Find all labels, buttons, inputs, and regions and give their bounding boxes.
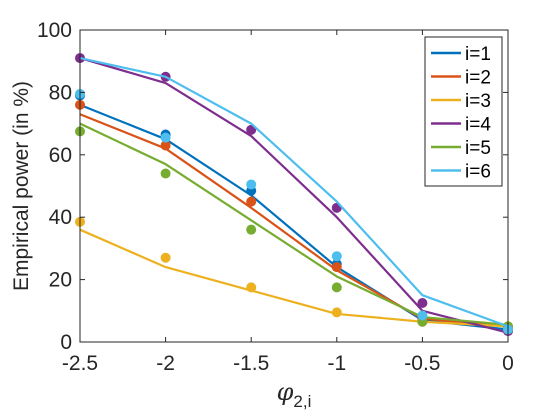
plot-series <box>75 53 513 337</box>
legend-item: i=5 <box>431 138 491 159</box>
data-point <box>331 251 342 262</box>
data-point <box>160 252 171 263</box>
x-tick-label: 0 <box>502 352 514 375</box>
x-axis-label: φ2,i <box>277 378 312 411</box>
data-point <box>331 307 342 318</box>
y-tick-label: 40 <box>49 206 72 229</box>
legend-label: i=6 <box>465 162 491 183</box>
x-tick-label: -2 <box>156 352 175 375</box>
data-point <box>160 132 171 143</box>
y-tick-label: 60 <box>49 144 72 167</box>
data-point <box>417 298 428 308</box>
data-point <box>331 262 342 273</box>
data-point <box>246 179 257 190</box>
data-point <box>160 168 171 179</box>
series-4 <box>75 53 513 337</box>
legend-label: i=3 <box>465 91 491 112</box>
y-axis-label: Empirical power (in %) <box>10 81 33 291</box>
data-point <box>331 282 342 293</box>
x-axis-label-symbol: φ <box>277 378 294 406</box>
x-tick-label: -1 <box>327 352 346 375</box>
data-point <box>246 196 257 207</box>
data-point <box>417 310 428 321</box>
x-axis-label-subscript: 2,i <box>293 392 311 411</box>
legend-item: i=4 <box>431 115 491 136</box>
legend-label: i=2 <box>465 68 491 89</box>
x-tick-label: -1.5 <box>233 352 269 375</box>
y-tick-label: 80 <box>49 81 72 104</box>
legend-item: i=3 <box>431 91 491 112</box>
series-line <box>79 113 509 328</box>
plot-frame <box>79 29 509 343</box>
y-tick-label: 100 <box>37 19 72 42</box>
series-line <box>79 57 509 328</box>
y-tick-label: 20 <box>49 269 72 292</box>
legend-item: i=2 <box>431 68 491 89</box>
data-point <box>160 140 171 151</box>
series-line <box>79 122 509 326</box>
data-point <box>246 224 257 235</box>
axis-ticks: -2.5 -2 -1.5 -1 -0.5 0 0 20 40 60 80 100 <box>37 19 514 375</box>
x-tick-label: -2.5 <box>62 352 98 375</box>
legend-box <box>424 36 503 187</box>
data-point <box>246 282 257 293</box>
legend-label: i=5 <box>465 138 491 159</box>
legend-item: i=1 <box>431 44 491 65</box>
legend-label: i=1 <box>465 44 491 65</box>
legend-item: i=6 <box>431 162 491 183</box>
series-3 <box>75 216 513 332</box>
x-tick-label: -0.5 <box>404 352 440 375</box>
series-line <box>79 228 509 328</box>
legend: i=1 i=2i=3 i=4i=5 i=6 <box>424 36 503 187</box>
y-tick-label: 0 <box>60 331 72 354</box>
series-line <box>79 57 509 334</box>
legend-label: i=4 <box>465 115 491 136</box>
